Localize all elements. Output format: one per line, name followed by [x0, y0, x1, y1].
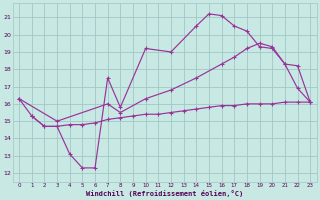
X-axis label: Windchill (Refroidissement éolien,°C): Windchill (Refroidissement éolien,°C) [86, 190, 243, 197]
